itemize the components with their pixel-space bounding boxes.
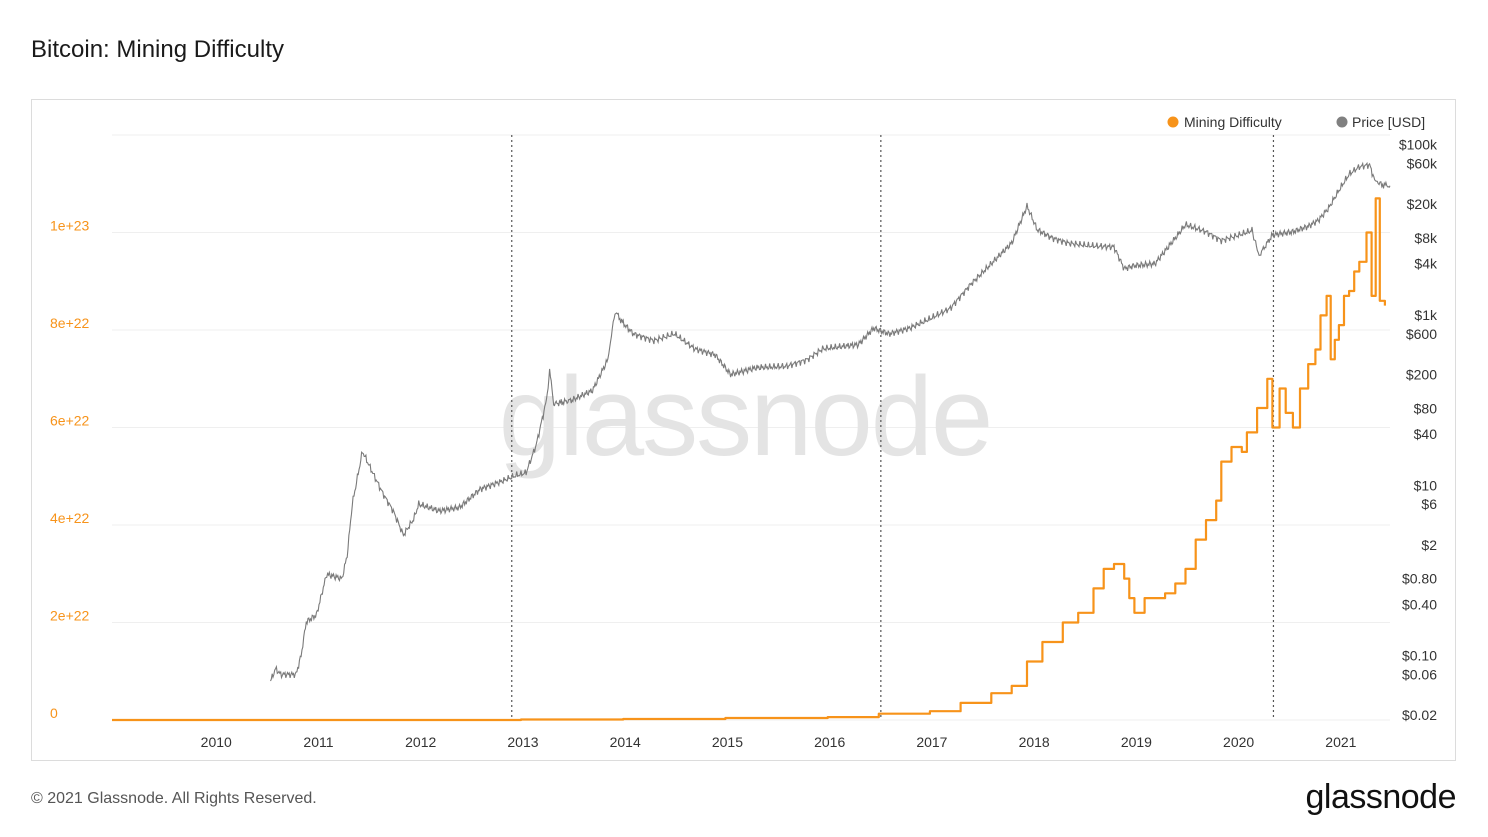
- legend-dot-icon: [1336, 116, 1348, 128]
- x-tick-label: 2018: [1019, 734, 1050, 750]
- price-line: [269, 161, 1391, 682]
- x-tick-label: 2010: [201, 734, 232, 750]
- x-tick-label: 2011: [303, 734, 333, 750]
- right-tick-label: $2: [1421, 537, 1437, 553]
- x-tick-label: 2013: [507, 734, 538, 750]
- x-tick-label: 2017: [916, 734, 947, 750]
- left-tick-label: 0: [50, 705, 58, 721]
- right-axis: $100k $60k $20k $8k $4k $1k $600 $200 $80 $40 $10 $…: [1399, 137, 1438, 723]
- chart-frame: [31, 99, 1456, 761]
- x-tick-label: 2012: [405, 734, 436, 750]
- right-tick-label: $60k: [1407, 156, 1438, 172]
- right-tick-label: $0.40: [1402, 596, 1437, 612]
- right-tick-label: $1k: [1414, 307, 1438, 323]
- right-tick-label: $0.06: [1402, 666, 1437, 682]
- legend-item-mining-difficulty[interactable]: Mining Difficulty: [1167, 114, 1282, 130]
- legend-item-price-usd[interactable]: Price [USD]: [1336, 114, 1426, 130]
- legend-dot-icon: [1167, 116, 1179, 128]
- x-tick-label: 2014: [610, 734, 641, 750]
- left-tick-label: 8e+22: [50, 315, 90, 331]
- x-tick-label: 2021: [1325, 734, 1356, 750]
- left-tick-label: 1e+23: [50, 218, 90, 234]
- x-axis: 2010 2011 2012 2013 2014 2015 2016 2017 2018 2019…: [201, 734, 1357, 750]
- left-tick-label: 6e+22: [50, 413, 90, 429]
- legend-label: Mining Difficulty: [1184, 114, 1282, 130]
- right-tick-label: $0.10: [1402, 648, 1437, 664]
- right-tick-label: $40: [1414, 426, 1438, 442]
- right-tick-label: $200: [1406, 366, 1437, 382]
- left-axis: 0 2e+22 4e+22 6e+22 8e+22 1e+23: [50, 218, 90, 722]
- right-tick-label: $4k: [1414, 256, 1438, 272]
- x-tick-label: 2020: [1223, 734, 1254, 750]
- right-tick-label: $8k: [1414, 230, 1438, 246]
- right-tick-label: $20k: [1407, 196, 1438, 212]
- glassnode-logo[interactable]: glassnode: [1305, 778, 1456, 816]
- copyright-text: © 2021 Glassnode. All Rights Reserved.: [31, 790, 317, 807]
- left-tick-label: 2e+22: [50, 608, 90, 624]
- watermark-text: glassnode: [499, 354, 992, 479]
- x-tick-label: 2016: [814, 734, 845, 750]
- right-tick-label: $0.02: [1402, 707, 1437, 723]
- right-tick-label: $6: [1421, 496, 1437, 512]
- page-title: Bitcoin: Mining Difficulty: [31, 36, 284, 63]
- right-tick-label: $100k: [1399, 137, 1438, 153]
- right-tick-label: $600: [1406, 326, 1437, 342]
- right-tick-label: $0.80: [1402, 571, 1437, 587]
- right-tick-label: $80: [1414, 400, 1438, 416]
- x-tick-label: 2019: [1121, 734, 1152, 750]
- legend-label: Price [USD]: [1352, 114, 1425, 130]
- left-tick-label: 4e+22: [50, 510, 90, 526]
- series-lines: [112, 161, 1391, 722]
- legend[interactable]: Mining Difficulty Price [USD]: [1167, 114, 1426, 130]
- x-tick-label: 2015: [712, 734, 743, 750]
- difficulty-line: [112, 197, 1386, 722]
- right-tick-label: $10: [1414, 477, 1438, 493]
